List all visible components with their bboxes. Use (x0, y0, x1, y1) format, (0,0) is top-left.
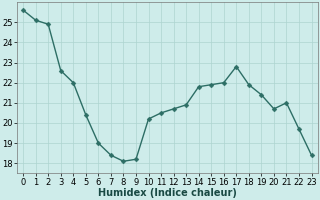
X-axis label: Humidex (Indice chaleur): Humidex (Indice chaleur) (98, 188, 237, 198)
